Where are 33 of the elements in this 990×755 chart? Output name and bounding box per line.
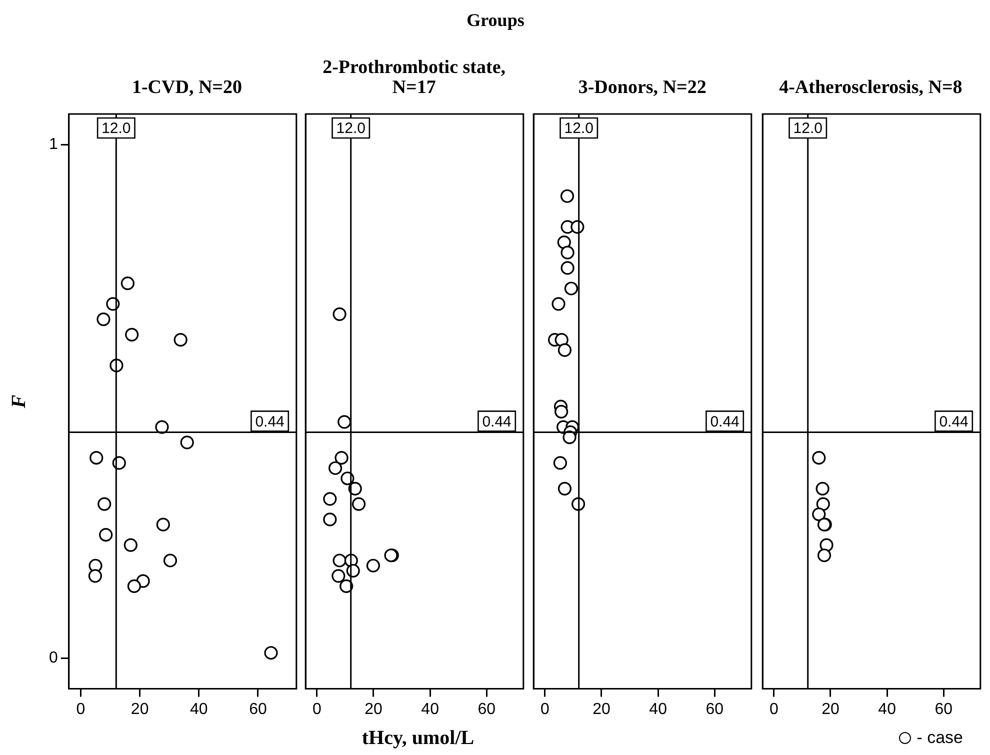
x-tick-label: 40 bbox=[421, 700, 440, 718]
ref-line-label: 12.0 bbox=[792, 120, 822, 138]
chart-title: 3-Donors, N=22 bbox=[577, 76, 708, 98]
x-tick-label: 20 bbox=[592, 700, 611, 718]
x-tick-label: 20 bbox=[364, 700, 383, 718]
x-tick-label: 40 bbox=[878, 700, 896, 718]
x-tick-label: 40 bbox=[190, 700, 208, 718]
ref-line-label: 12.0 bbox=[102, 120, 131, 138]
ref-line-label: 0.44 bbox=[710, 413, 740, 430]
ref-line-label: 0.44 bbox=[938, 413, 968, 430]
x-tick-label: 0 bbox=[540, 700, 550, 718]
x-tick-label: 20 bbox=[130, 700, 149, 718]
chart-title: 4-Atherosclerosis, N=8 bbox=[778, 76, 964, 98]
ref-line-label: 0.44 bbox=[255, 413, 284, 430]
legend-label: - case bbox=[916, 728, 963, 748]
y-tick-label: 1 bbox=[48, 136, 58, 154]
y-axis-title: F bbox=[8, 394, 30, 410]
x-tick-label: 0 bbox=[312, 700, 322, 718]
ref-line-label: 12.0 bbox=[336, 120, 366, 138]
text: Groups bbox=[466, 10, 526, 31]
x-tick-label: 60 bbox=[478, 700, 496, 718]
x-tick-label: 60 bbox=[706, 700, 724, 718]
chart-title: 2-Prothrombotic state, N=17 bbox=[322, 56, 506, 98]
ref-line-label: 0.44 bbox=[482, 413, 512, 430]
x-tick-label: 0 bbox=[76, 700, 86, 718]
ref-line-label: 12.0 bbox=[564, 120, 594, 138]
x-axis-title: tHcy, umol/L bbox=[360, 727, 476, 750]
chart-title: 1-CVD, N=20 bbox=[130, 76, 244, 98]
x-tick-label: 60 bbox=[249, 700, 267, 718]
x-tick-label: 0 bbox=[769, 700, 778, 718]
x-tick-label: 20 bbox=[821, 700, 840, 718]
x-tick-label: 60 bbox=[934, 700, 952, 718]
x-tick-label: 40 bbox=[650, 700, 668, 718]
